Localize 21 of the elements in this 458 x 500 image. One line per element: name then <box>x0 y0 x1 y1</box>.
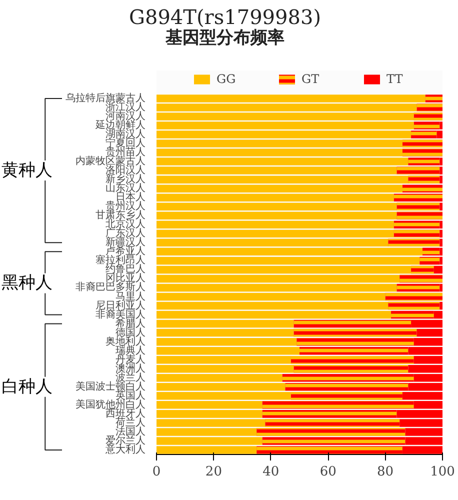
y-tick-label: 乌拉特后旗蒙古人 <box>66 92 146 104</box>
x-tick-label: 40 <box>262 464 280 480</box>
x-tick-label: 20 <box>205 464 222 480</box>
text: 黄种人 <box>2 160 53 181</box>
y-tick-label: 延边朝鲜人 <box>94 118 146 131</box>
bar <box>440 202 442 210</box>
chart-title: G894T(rs1799983) <box>128 5 322 29</box>
bar <box>440 284 442 292</box>
y-tick-label: 英国人 <box>116 389 146 402</box>
text: 白种人 <box>2 376 53 397</box>
chart-subtitle: 基因型分布频率 <box>164 28 286 49</box>
x-tick-label: 100 <box>430 464 455 480</box>
legend-label: TT <box>386 72 404 86</box>
x-tick-label: 80 <box>377 464 394 480</box>
legend-label: GT <box>302 72 320 86</box>
x-tick-label: 60 <box>320 464 336 480</box>
text: 黑种人 <box>2 273 53 294</box>
x-tick-label: 0 <box>152 464 161 480</box>
y-tick-label: 意大利人 <box>104 443 146 456</box>
y-tick-label: 西班牙人 <box>106 407 146 420</box>
legend-label: GG <box>216 72 236 86</box>
